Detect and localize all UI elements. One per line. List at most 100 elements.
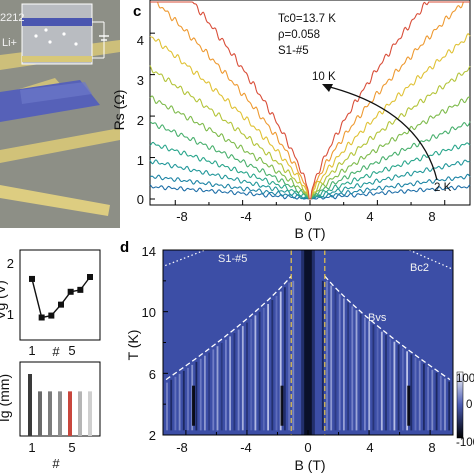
panel-vg: 2 1 1 5 # Vg (V) (0, 249, 101, 359)
oscillation-stripe (351, 306, 354, 431)
x-axis-label: B (T) (294, 225, 325, 241)
rs-curve (149, 121, 471, 200)
oscillation-stripe (241, 326, 244, 431)
oscillation-stripe (414, 357, 417, 431)
contact-lead (0, 128, 120, 163)
bc2-curve (163, 250, 207, 268)
oscillation-stripe (368, 321, 371, 431)
oscillation-stripe (288, 282, 290, 431)
rs-curve (149, 33, 471, 200)
inset-layer (22, 18, 92, 26)
y-tick-label: 1 (137, 153, 144, 168)
x-tick-label: 0 (304, 440, 311, 455)
vg-point (58, 301, 64, 308)
ig-bars (28, 374, 92, 436)
oscillation-stripe (343, 298, 345, 431)
y-tick-label: 0 (137, 192, 144, 207)
sample-label: S1-#5 (218, 253, 247, 265)
oscillation-stripe (338, 294, 341, 431)
contact-lead (0, 185, 110, 216)
oscillation-stripe (359, 313, 362, 431)
oscillation-stripe (225, 339, 227, 431)
tc0-annotation: Tc0=13.7 K (278, 13, 336, 25)
panel-letter-d: d (120, 239, 129, 256)
y-axis-label: Rs (Ω) (111, 90, 127, 131)
oscillation-stripe (229, 336, 231, 431)
oscillation-stripe (262, 307, 265, 431)
inset-electrode (22, 56, 92, 62)
oscillation-stripe (216, 346, 219, 431)
oscillation-stripe (380, 331, 383, 431)
oscillation-stripe (174, 376, 177, 431)
panel-c-ytick-labels: 0 1 2 3 4 (137, 33, 144, 207)
oscillation-stripe (275, 295, 278, 431)
ion-label: Li+ (2, 37, 17, 49)
central-stripe-halo (301, 250, 315, 435)
oscillation-stripe (271, 300, 274, 431)
ig-bar (48, 391, 52, 436)
panel-d-ticks (163, 249, 431, 436)
ig-bar (78, 391, 82, 436)
rs-curve (150, 1, 470, 200)
x-tick-label: 4 (366, 440, 373, 455)
ion-dot (62, 32, 66, 36)
oscillation-stripe (246, 322, 248, 431)
oscillation-stripe (364, 317, 366, 431)
vg-point (29, 275, 35, 282)
oscillation-stripe (170, 379, 173, 431)
y-tick-label: 1 (7, 307, 14, 322)
colorbar-gradient (456, 371, 464, 439)
x-tick-label: -4 (240, 209, 252, 224)
ig-bar (68, 391, 72, 436)
rs-curve (149, 173, 471, 200)
vg-point (48, 312, 55, 319)
vg-line (31, 276, 91, 319)
oscillation-stripe (423, 363, 425, 431)
oscillation-stripe (220, 343, 223, 431)
oscillation-stripe (439, 375, 442, 431)
y-axis-label: Ig (mm) (0, 374, 12, 422)
oscillation-stripe (418, 360, 421, 431)
rs-curve (149, 184, 471, 200)
y-tick-label: 2 (7, 256, 14, 271)
y-tick-label: 14 (142, 244, 156, 259)
device-flake-highlight (20, 82, 92, 104)
inset-box (21, 3, 93, 65)
ion-dot (74, 42, 78, 46)
panel-c: c -8 -4 0 4 8 0 1 2 3 4 B (T) Rs (Ω) Tc0… (111, 0, 471, 241)
x-axis-label: # (52, 344, 60, 359)
oscillation-stripe (267, 304, 269, 431)
x-tick-label: 4 (366, 209, 373, 224)
oscillation-stripe-dark (280, 385, 284, 426)
panel-c-ticks (150, 32, 446, 205)
x-tick-label: -4 (240, 440, 252, 455)
colorbar: 100 0 -100 (456, 371, 474, 449)
oscillation-stripe (284, 287, 286, 431)
bvs-curve (165, 275, 292, 381)
oscillation-stripe-dark (192, 385, 195, 426)
oscillation-stripe (250, 319, 253, 431)
panel-vg-frame (19, 249, 101, 341)
oscillation-stripe (385, 335, 387, 431)
label-2k: 2 K (434, 182, 452, 194)
oscillation-stripe (444, 378, 446, 431)
oscillation-stripe (233, 333, 236, 431)
oscillation-stripe (330, 285, 333, 431)
oscillation-stripe (187, 367, 189, 431)
vg-series (29, 274, 93, 321)
vg-point (67, 288, 74, 295)
colorbar-tick: -100 (456, 437, 474, 449)
rs-curve (149, 159, 471, 200)
oscillation-stripe (279, 291, 282, 431)
oscillation-stripe (427, 366, 429, 431)
oscillation-stripe (166, 382, 168, 431)
ig-bar (38, 391, 42, 436)
oscillation-stripe (376, 328, 379, 431)
panel-d: d -8 -4 0 4 8 2 6 10 14 B (T) T (K) S1-#… (120, 239, 474, 473)
rs-curve (149, 65, 471, 200)
ion-dot (44, 28, 48, 32)
vg-point (87, 274, 93, 280)
y-axis-label: T (K) (125, 330, 141, 361)
rs-curves (149, 1, 471, 200)
